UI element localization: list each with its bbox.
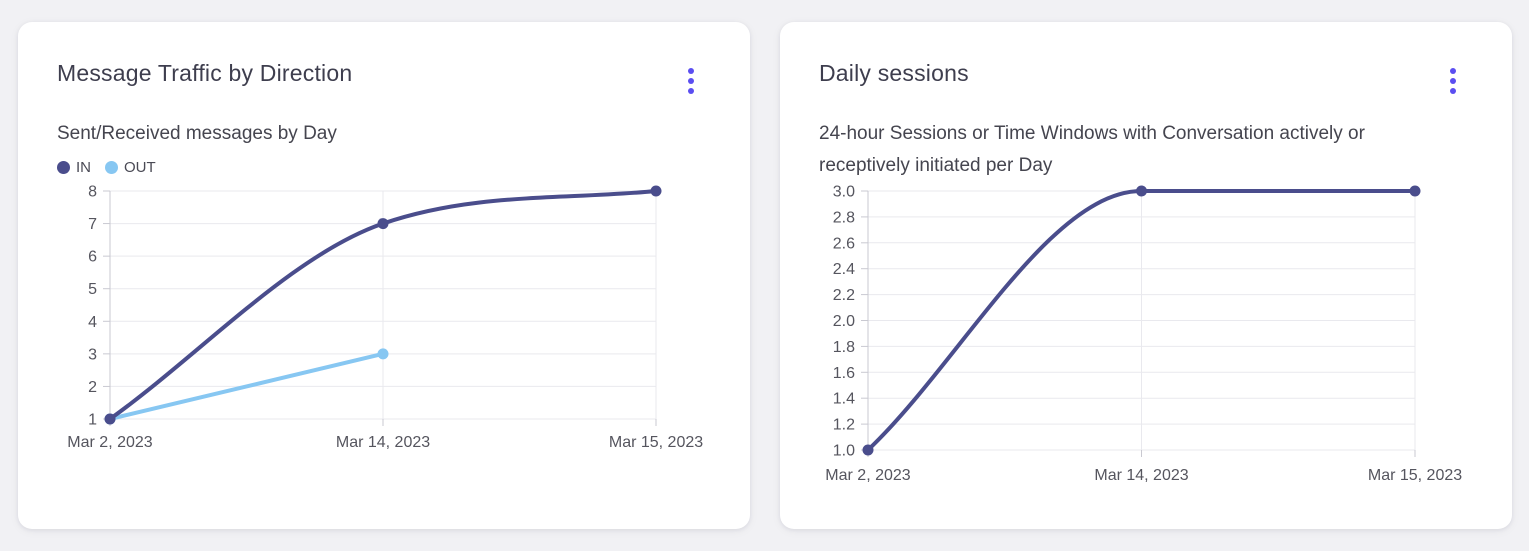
svg-text:1: 1	[88, 412, 97, 429]
svg-text:1.2: 1.2	[833, 417, 855, 434]
svg-text:5: 5	[88, 281, 97, 298]
legend-item-in[interactable]: IN	[57, 159, 91, 176]
legend-item-out[interactable]: OUT	[105, 159, 156, 176]
kebab-dot	[1450, 88, 1456, 94]
kebab-dot	[688, 78, 694, 84]
svg-text:Mar 2, 2023: Mar 2, 2023	[825, 467, 910, 484]
svg-text:Mar 14, 2023: Mar 14, 2023	[336, 434, 430, 451]
kebab-dot	[688, 68, 694, 74]
svg-text:1.8: 1.8	[833, 339, 855, 356]
kebab-dot	[1450, 68, 1456, 74]
card-subtitle-message-traffic: Sent/Received messages by Day	[57, 123, 337, 144]
svg-text:2.0: 2.0	[833, 313, 855, 330]
kebab-menu-icon[interactable]	[678, 64, 704, 98]
svg-text:4: 4	[88, 314, 97, 331]
svg-text:Mar 2, 2023: Mar 2, 2023	[67, 434, 152, 451]
svg-text:2.6: 2.6	[833, 235, 855, 252]
kebab-dot	[1450, 78, 1456, 84]
svg-text:Mar 14, 2023: Mar 14, 2023	[1094, 467, 1188, 484]
svg-text:1.6: 1.6	[833, 365, 855, 382]
svg-text:Mar 15, 2023: Mar 15, 2023	[609, 434, 703, 451]
svg-text:2.8: 2.8	[833, 209, 855, 226]
card-message-traffic: Message Traffic by Direction Sent/Receiv…	[18, 22, 750, 529]
svg-text:3: 3	[88, 346, 97, 363]
daily-sessions-line-chart: 1.0 1.2 1.4 1.6 1.8 2.0 2.2 2.4 2.6 2.8 3.0 Mar 2, …	[825, 184, 1462, 485]
svg-text:Mar 15, 2023: Mar 15, 2023	[1368, 467, 1462, 484]
card-title-daily-sessions: Daily sessions	[819, 60, 969, 86]
chart-legend: IN OUT	[57, 159, 156, 176]
svg-text:1.0: 1.0	[833, 443, 855, 460]
legend-dot-out	[105, 161, 118, 174]
kebab-dot	[688, 88, 694, 94]
card-title-message-traffic: Message Traffic by Direction	[57, 60, 353, 86]
card-daily-sessions: Daily sessions 24-hour Sessions or Time …	[780, 22, 1512, 529]
svg-text:2: 2	[88, 379, 97, 396]
legend-label-out: OUT	[124, 159, 156, 176]
svg-text:2.4: 2.4	[833, 261, 855, 278]
legend-dot-in	[57, 161, 70, 174]
svg-text:8: 8	[88, 184, 97, 201]
kebab-menu-icon[interactable]	[1440, 64, 1466, 98]
card-subtitle-daily-sessions: 24-hour Sessions or Time Windows with Co…	[819, 123, 1365, 176]
message-traffic-line-chart: 1 2 3 4 5 6 7 8 Mar 2, 2023 Mar 14, 2023 Mar 15, 2…	[67, 184, 703, 452]
svg-text:3.0: 3.0	[833, 184, 855, 201]
legend-label-in: IN	[76, 159, 91, 176]
svg-text:2.2: 2.2	[833, 287, 855, 304]
svg-text:7: 7	[88, 216, 97, 233]
svg-text:1.4: 1.4	[833, 391, 855, 408]
svg-text:6: 6	[88, 249, 97, 266]
